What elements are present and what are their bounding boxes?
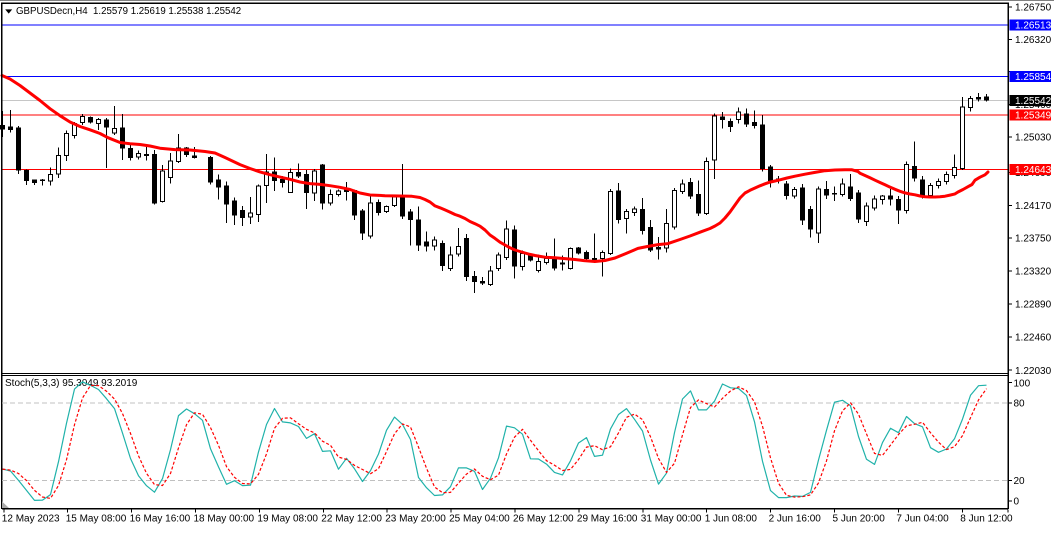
- svg-text:Stoch(5,3,3) 95.3049 93.2019: Stoch(5,3,3) 95.3049 93.2019: [5, 378, 138, 389]
- svg-text:1.23750: 1.23750: [1015, 234, 1052, 245]
- svg-text:100: 100: [1014, 378, 1031, 389]
- svg-text:15 May 08:00: 15 May 08:00: [66, 514, 127, 525]
- svg-text:25 May 04:00: 25 May 04:00: [449, 514, 510, 525]
- svg-text:80: 80: [1014, 399, 1026, 410]
- svg-text:1.25854: 1.25854: [1015, 72, 1052, 83]
- svg-text:12 May 2023: 12 May 2023: [2, 514, 60, 525]
- svg-text:22 May 12:00: 22 May 12:00: [321, 514, 382, 525]
- svg-text:1.22890: 1.22890: [1015, 300, 1052, 311]
- svg-text:1.26750: 1.26750: [1015, 3, 1052, 14]
- svg-text:GBPUSDecn,H4 1.25579 1.25619: GBPUSDecn,H4 1.25579 1.25619 1.25538 1.2…: [16, 6, 241, 17]
- svg-text:0: 0: [1014, 497, 1020, 508]
- svg-text:1 Jun 08:00: 1 Jun 08:00: [705, 514, 758, 525]
- svg-text:7 Jun 04:00: 7 Jun 04:00: [896, 514, 949, 525]
- svg-text:1.24170: 1.24170: [1015, 201, 1052, 212]
- svg-text:23 May 20:00: 23 May 20:00: [385, 514, 446, 525]
- svg-text:1.26513: 1.26513: [1015, 21, 1052, 32]
- svg-text:20: 20: [1014, 476, 1026, 487]
- svg-text:1.26320: 1.26320: [1015, 35, 1052, 46]
- svg-text:1.22460: 1.22460: [1015, 333, 1052, 344]
- svg-text:31 May 00:00: 31 May 00:00: [641, 514, 702, 525]
- svg-text:1.23320: 1.23320: [1015, 267, 1052, 278]
- svg-text:18 May 00:00: 18 May 00:00: [194, 514, 255, 525]
- svg-text:19 May 08:00: 19 May 08:00: [257, 514, 318, 525]
- svg-text:16 May 16:00: 16 May 16:00: [130, 514, 191, 525]
- svg-text:2 Jun 16:00: 2 Jun 16:00: [769, 514, 822, 525]
- svg-text:29 May 16:00: 29 May 16:00: [577, 514, 638, 525]
- svg-text:1.25030: 1.25030: [1015, 133, 1052, 144]
- svg-text:5 Jun 20:00: 5 Jun 20:00: [833, 514, 886, 525]
- svg-text:26 May 12:00: 26 May 12:00: [513, 514, 574, 525]
- svg-text:1.25349: 1.25349: [1015, 111, 1052, 122]
- svg-text:1.22030: 1.22030: [1015, 366, 1052, 377]
- svg-text:8 Jun 12:00: 8 Jun 12:00: [960, 514, 1013, 525]
- svg-text:1.25542: 1.25542: [1015, 96, 1052, 107]
- svg-text:1.24643: 1.24643: [1015, 165, 1052, 176]
